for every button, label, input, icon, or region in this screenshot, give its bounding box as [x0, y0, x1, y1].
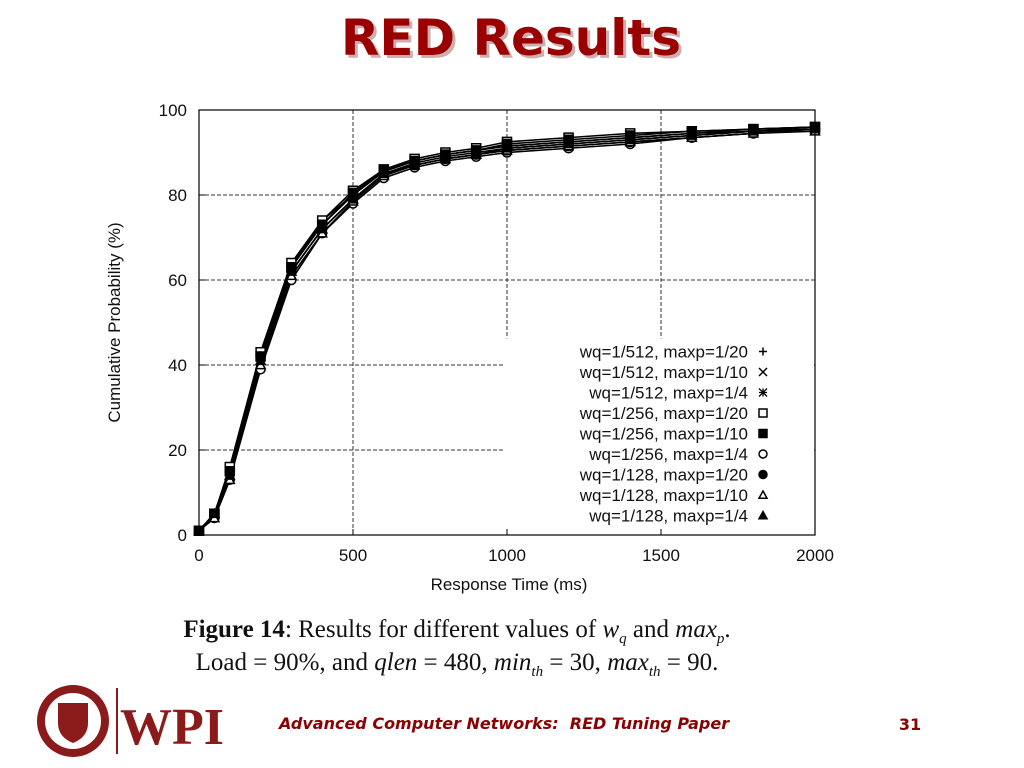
- y-axis-label: Cumulative Probability (%): [105, 222, 124, 422]
- caption-text: max: [675, 616, 717, 643]
- marker: [347, 193, 359, 204]
- marker: [378, 167, 390, 179]
- caption-text: = 480,: [417, 649, 494, 676]
- caption-text: w: [602, 616, 619, 643]
- marker: [470, 148, 482, 159]
- legend-marker: [758, 428, 768, 439]
- legend-label: wq=1/512, maxp=1/20: [579, 343, 748, 362]
- legend-label: wq=1/256, maxp=1/10: [579, 425, 748, 444]
- title-shadow: RED Results: [344, 12, 684, 70]
- caption-text: q: [619, 631, 627, 647]
- marker: [439, 152, 452, 164]
- marker: [224, 469, 236, 480]
- caption-text: max: [607, 649, 649, 676]
- legend-marker: [757, 489, 769, 499]
- logo: WPI: [37, 685, 224, 757]
- legend-marker: [759, 347, 767, 356]
- caption-text: th: [531, 664, 543, 680]
- marker: [208, 507, 221, 519]
- legend-label: wq=1/512, maxp=1/10: [579, 363, 748, 382]
- footer-text: Advanced Computer Networks: RED Tuning P…: [277, 714, 730, 733]
- caption-text: and: [627, 616, 676, 643]
- caption-text: p: [716, 631, 725, 647]
- marker: [562, 137, 575, 149]
- seal-shield: [58, 703, 88, 743]
- marker: [747, 125, 760, 136]
- legend-marker: [757, 509, 769, 520]
- legend-marker: [758, 388, 768, 397]
- caption-line: Figure 14: Results for different values …: [183, 616, 730, 647]
- marker: [501, 142, 513, 153]
- logo-text: WPI: [120, 699, 224, 756]
- x-tick-label: 0: [194, 546, 203, 565]
- caption-text: min: [494, 649, 532, 676]
- plot-frame: [198, 109, 816, 536]
- caption-text: = 30,: [543, 649, 607, 676]
- x-tick-label: 2000: [796, 546, 834, 565]
- marker: [316, 222, 328, 234]
- y-tick-label: 20: [168, 441, 187, 460]
- y-tick-label: 80: [168, 186, 187, 205]
- marker: [408, 159, 421, 170]
- x-axis-label: Response Time (ms): [431, 575, 588, 594]
- legend-label: wq=1/128, maxp=1/4: [588, 507, 748, 526]
- y-tick-label: 100: [159, 101, 187, 120]
- y-tick-label: 40: [168, 356, 187, 375]
- legend-marker: [758, 367, 768, 377]
- caption-text: = 90.: [661, 649, 719, 676]
- x-tick-label: 1000: [488, 546, 526, 565]
- x-tick-label: 500: [339, 546, 367, 565]
- legend-marker: [758, 469, 768, 480]
- legend-label: wq=1/256, maxp=1/20: [579, 404, 748, 423]
- caption-text: .: [724, 616, 730, 643]
- slide-title: RED Results: [341, 9, 681, 67]
- marker: [624, 133, 636, 145]
- marker: [254, 354, 267, 366]
- marker: [285, 265, 298, 276]
- caption-text: : Results for different values of: [285, 616, 603, 643]
- legend-label: wq=1/512, maxp=1/4: [588, 384, 748, 403]
- page-number: 31: [899, 715, 921, 734]
- legend-label: wq=1/128, maxp=1/10: [579, 486, 748, 505]
- legend-label: wq=1/128, maxp=1/20: [579, 466, 748, 485]
- caption-text: Figure 14: [183, 616, 285, 643]
- y-tick-label: 0: [178, 526, 187, 545]
- legend-marker: [758, 408, 768, 418]
- legend-marker: [758, 449, 768, 459]
- caption-text: th: [649, 664, 661, 680]
- x-tick-label: 1500: [642, 546, 680, 565]
- legend-label: wq=1/256, maxp=1/4: [588, 445, 748, 464]
- y-tick-label: 60: [168, 271, 187, 290]
- caption-line: Load = 90%, and qlen = 480, minth = 30, …: [196, 649, 719, 680]
- caption-text: Load = 90%, and: [196, 649, 375, 676]
- caption-text: qlen: [374, 649, 417, 676]
- marker: [686, 129, 698, 140]
